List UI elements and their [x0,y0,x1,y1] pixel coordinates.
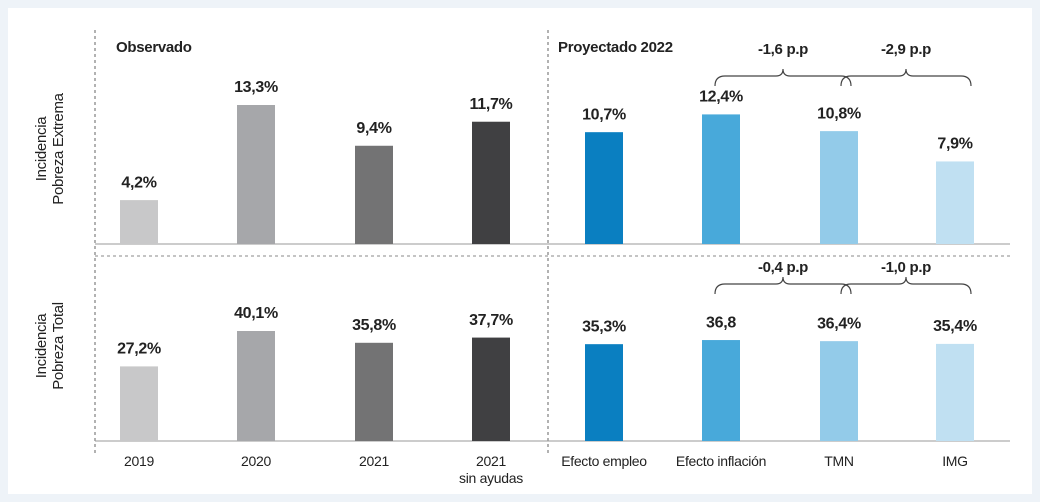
bar [585,344,623,441]
value-label: 35,3% [582,318,626,335]
brace [714,276,852,295]
bar [585,132,623,244]
bar [936,161,974,244]
value-label: 35,8% [352,317,396,334]
value-label: 13,3% [234,79,278,96]
value-label: 27,2% [117,341,161,358]
x-tick-label: Efecto inflación [675,453,767,469]
value-label: 7,9% [937,136,972,153]
bar [702,340,740,441]
bar [936,343,974,441]
x-tick-label: Efecto empleo [561,453,647,469]
annotation: -0,4 p.p [758,259,808,276]
value-label: 12,4% [699,89,743,106]
value-label: 4,2% [121,174,156,191]
x-tick-label: IMG [942,453,968,469]
x-tick-label: 2021 sin ayudas [459,453,523,486]
value-label: 10,8% [817,105,861,122]
x-tick-label: 2019 [124,453,154,469]
section-title: Observado [116,39,192,56]
section-title: Proyectado 2022 [558,39,673,56]
bar [120,200,158,244]
bar [820,131,858,244]
value-label: 40,1% [234,305,278,322]
series-label: Incidencia Pobreza Extrema [33,93,67,205]
value-label: 11,7% [470,96,513,113]
x-tick-label: 2021 [359,453,389,469]
bar [237,331,275,441]
x-tick-label: 2020 [241,453,271,469]
bar [120,366,158,441]
value-label: 37,7% [469,312,513,329]
value-label: 36,4% [817,315,861,332]
brace [840,68,972,87]
bar [472,121,510,244]
value-label: 36,8 [706,314,736,331]
bar [820,341,858,441]
bar [355,145,393,244]
x-tick-label: TMN [824,453,854,469]
bar [237,105,275,244]
chart-card: Observado Proyectado 2022 4,2% 13,3% 9,4% 11,… [8,8,1032,494]
annotation: -1,6 p.p [758,41,808,58]
value-label: 9,4% [356,120,391,137]
chart: Observado Proyectado 2022 4,2% 13,3% 9,4% 11,… [94,30,1010,454]
series-label: Incidencia Pobreza Total [33,302,67,390]
annotation: -2,9 p.p [881,41,931,58]
bar [702,114,740,245]
value-label: 10,7% [582,106,626,123]
value-label: 35,4% [933,318,977,335]
bar [472,337,510,441]
brace [840,276,972,295]
brace [714,68,852,87]
bar [355,342,393,441]
annotation: -1,0 p.p [881,259,931,276]
